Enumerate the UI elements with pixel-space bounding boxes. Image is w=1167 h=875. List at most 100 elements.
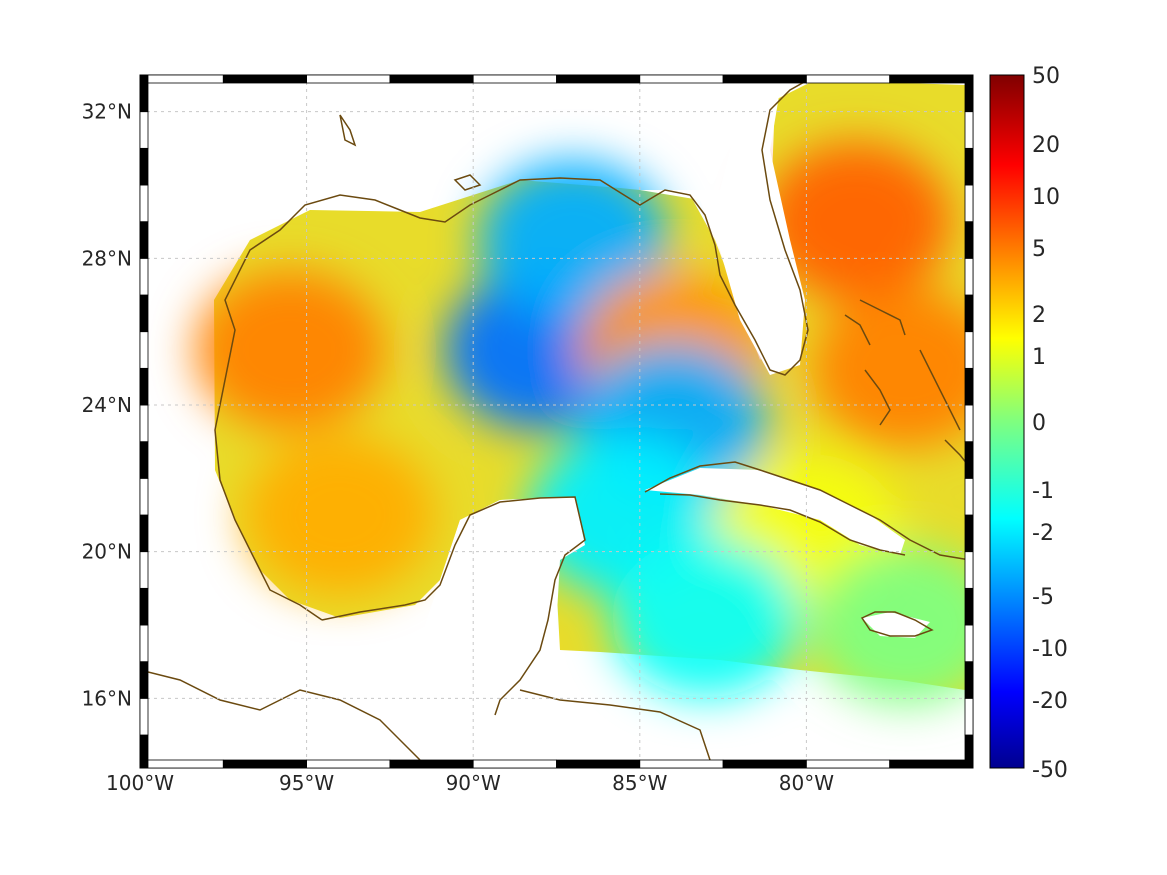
frame-segment-right bbox=[964, 111, 974, 149]
frame-segment-bottom bbox=[306, 759, 391, 769]
frame-segment-right bbox=[964, 624, 974, 663]
frame-segment-top bbox=[139, 74, 224, 84]
frame-segment-left bbox=[139, 477, 149, 516]
frame-segment-left bbox=[139, 404, 149, 443]
frame-segment-left bbox=[139, 661, 149, 699]
field-region-western-gulf bbox=[194, 270, 385, 430]
frame-segment-right bbox=[964, 404, 974, 443]
x-axis-tick-labels: 100°W 95°W 90°W 85°W 80°W bbox=[106, 771, 834, 795]
y-tick-label: 16°N bbox=[82, 686, 132, 710]
colorbar-tick-label: -1 bbox=[1032, 479, 1054, 504]
y-tick-label: 28°N bbox=[82, 246, 132, 270]
y-tick-label: 20°N bbox=[82, 540, 132, 564]
frame-segment-left bbox=[139, 74, 149, 113]
frame-segment-left bbox=[139, 367, 149, 406]
frame-segment-right bbox=[964, 514, 974, 553]
x-tick-label: 100°W bbox=[106, 771, 174, 795]
land-yucatan bbox=[420, 497, 585, 720]
frame-segment-top bbox=[889, 74, 974, 84]
coast-gulf-north-west bbox=[214, 75, 816, 621]
colorbar-tick-label: 5 bbox=[1032, 237, 1046, 262]
frame-segment-left bbox=[139, 551, 149, 589]
field-region-bay-of-campeche bbox=[244, 435, 435, 595]
coast-bahamas-1 bbox=[859, 299, 906, 336]
frame-segment-top bbox=[556, 74, 641, 84]
frame-segment-bottom bbox=[389, 759, 474, 769]
colorbar-tick-label: 20 bbox=[1032, 133, 1060, 158]
frame-segment-top bbox=[806, 74, 891, 84]
frame-segment-top bbox=[639, 74, 724, 84]
frame-segment-right bbox=[964, 221, 974, 259]
frame-segment-left bbox=[139, 331, 149, 369]
x-tick-label: 95°W bbox=[279, 771, 334, 795]
frame-segment-left bbox=[139, 294, 149, 333]
coast-inland-lake bbox=[339, 114, 357, 147]
colorbar-tick-label: -10 bbox=[1032, 637, 1068, 662]
field-region-northwest-caribbean bbox=[611, 537, 802, 698]
frame-segment-bottom bbox=[639, 759, 724, 769]
frame-segment-left bbox=[139, 697, 149, 736]
coast-honduras bbox=[519, 689, 711, 761]
frame-segment-left bbox=[139, 221, 149, 259]
coast-bay-of-campeche bbox=[321, 496, 586, 716]
field-region-bahamas bbox=[811, 288, 973, 449]
frame-segment-top bbox=[722, 74, 807, 84]
frame-segment-right bbox=[964, 661, 974, 699]
frame-segment-top bbox=[306, 74, 391, 84]
colorbar-tick-label: -2 bbox=[1032, 521, 1054, 546]
frame-segment-right bbox=[964, 734, 974, 769]
frame-segment-bottom bbox=[222, 759, 308, 769]
colorbar-tick-label: 2 bbox=[1032, 303, 1046, 328]
colorbar-tick-label: -20 bbox=[1032, 689, 1068, 714]
land-mask bbox=[420, 90, 930, 720]
graticule bbox=[139, 75, 973, 768]
colorbar bbox=[989, 74, 1025, 769]
x-tick-label: 90°W bbox=[446, 771, 501, 795]
colorbar-tick-label: -5 bbox=[1032, 585, 1054, 610]
y-axis-tick-labels: 16°N 20°N 24°N 28°N 32°N bbox=[82, 100, 132, 711]
field-region-northern-gulf bbox=[478, 160, 669, 320]
frame-segment-left bbox=[139, 147, 149, 186]
frame-segment-top bbox=[389, 74, 474, 84]
frame-segment-right bbox=[964, 147, 974, 186]
frame-segment-right bbox=[964, 587, 974, 626]
frame-segment-bottom bbox=[889, 759, 974, 769]
frame-segment-bottom bbox=[139, 759, 224, 769]
frame-segment-left bbox=[139, 441, 149, 479]
colorbar-tick-label: 0 bbox=[1032, 411, 1046, 436]
frame-segment-top bbox=[472, 74, 557, 84]
frame-segment-right bbox=[964, 551, 974, 589]
frame-segment-bottom bbox=[556, 759, 641, 769]
frame-segment-right bbox=[964, 477, 974, 516]
x-tick-label: 85°W bbox=[612, 771, 667, 795]
frame-segment-right bbox=[964, 331, 974, 369]
frame-segment-right bbox=[964, 441, 974, 479]
frame-segment-right bbox=[964, 74, 974, 113]
frame-border-ticks bbox=[139, 74, 974, 769]
frame-segment-left bbox=[139, 111, 149, 149]
frame-segment-left bbox=[139, 624, 149, 663]
frame-segment-left bbox=[139, 514, 149, 553]
y-tick-label: 32°N bbox=[82, 100, 132, 124]
coast-bahamas-4 bbox=[844, 314, 871, 346]
frame-segment-bottom bbox=[722, 759, 807, 769]
frame-segment-right bbox=[964, 184, 974, 223]
coast-cuba bbox=[644, 461, 971, 561]
frame-segment-bottom bbox=[806, 759, 891, 769]
frame-segment-right bbox=[964, 697, 974, 736]
field-region-western-atlantic bbox=[761, 141, 952, 302]
frame-segment-bottom bbox=[472, 759, 557, 769]
frame-segment-right bbox=[964, 257, 974, 296]
land-cuba bbox=[645, 468, 905, 555]
x-tick-label: 80°W bbox=[779, 771, 834, 795]
colorbar-tick-label: 10 bbox=[1032, 185, 1060, 210]
frame-segment-left bbox=[139, 734, 149, 769]
frame-segment-top bbox=[222, 74, 308, 84]
colorbar-tick-label: 50 bbox=[1032, 64, 1060, 89]
colorbar-tick-label: 1 bbox=[1032, 345, 1046, 370]
coast-jamaica bbox=[860, 611, 934, 637]
frame-segment-right bbox=[964, 294, 974, 333]
coast-central-america bbox=[140, 669, 421, 761]
